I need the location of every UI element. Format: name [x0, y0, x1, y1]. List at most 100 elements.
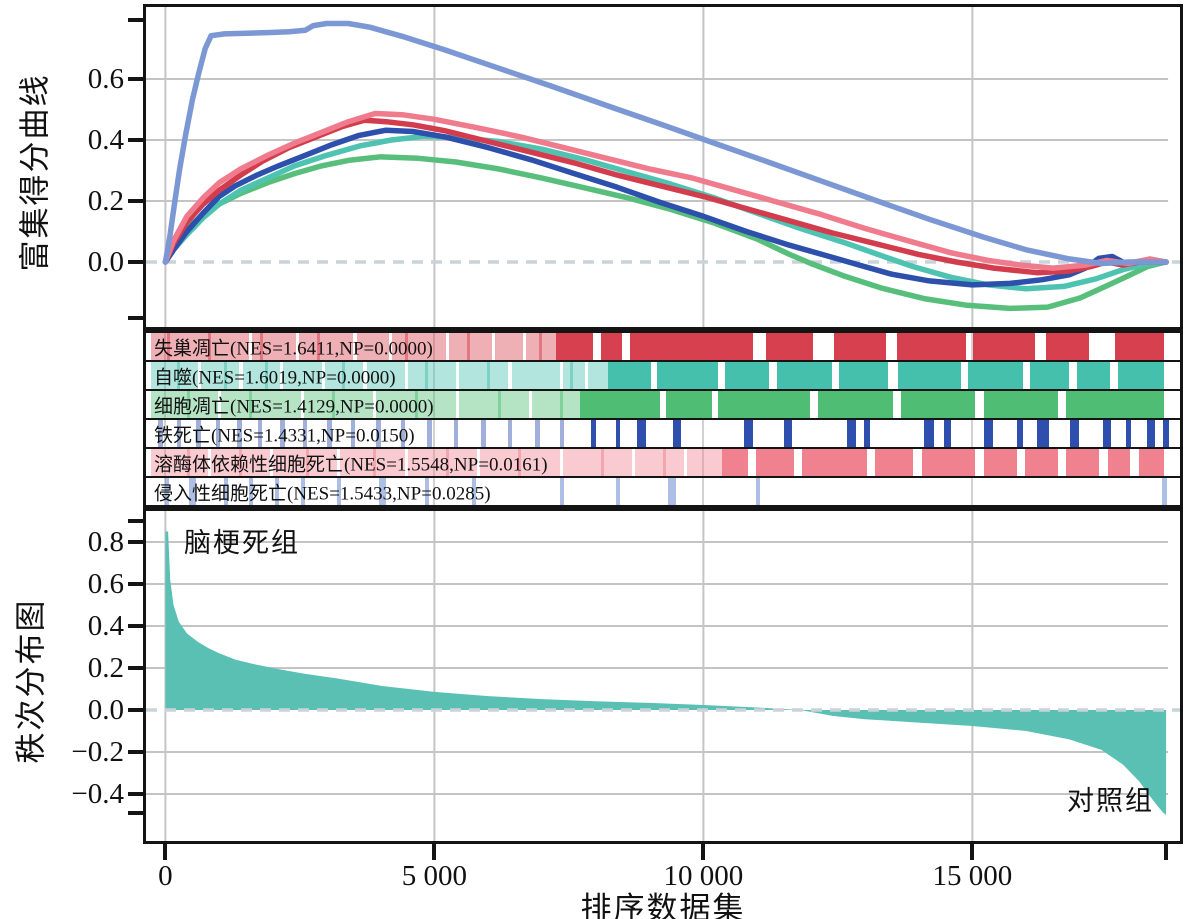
hit-gap — [363, 362, 368, 389]
hit-solid-segment — [801, 449, 867, 476]
gene-set-label: 失巢凋亡(NES=1.6411,NP=0.0000) — [154, 338, 433, 359]
hit-tick — [236, 420, 242, 447]
enrichment-score-panel — [143, 4, 1183, 330]
y-tick-label: 0.4 — [87, 124, 124, 156]
hit-gap — [456, 362, 460, 389]
hit-tick — [342, 362, 346, 389]
hit-density-band — [151, 391, 581, 418]
hit-solid-segment — [756, 449, 795, 476]
hit-solid-segment — [717, 391, 810, 418]
hit-gap — [270, 449, 274, 476]
hit-tick — [249, 391, 253, 418]
y-axis-tick — [128, 519, 143, 523]
x-axis-tick — [432, 844, 437, 860]
hit-gap — [456, 391, 460, 418]
hit-tick — [164, 478, 169, 505]
hit-solid-segment — [556, 333, 593, 360]
hit-tick — [559, 391, 563, 418]
hit-gap — [523, 333, 527, 360]
hit-gap — [492, 333, 496, 360]
hit-tick — [663, 449, 666, 476]
grid-line-vertical — [702, 449, 705, 476]
y-axis-tick — [128, 624, 143, 628]
y-axis-tick — [128, 199, 143, 203]
hit-tick — [944, 420, 952, 447]
hit-tick — [497, 391, 501, 418]
y-tick-label: 0.6 — [87, 63, 124, 95]
hit-solid-segment — [897, 362, 961, 389]
y-axis-tick — [128, 540, 143, 544]
ranked-metric-area — [165, 531, 1167, 815]
hit-tick — [569, 362, 573, 389]
top-y-axis-title: 富集得分曲线 — [17, 73, 53, 272]
grid-line-vertical — [164, 391, 167, 418]
hit-solid-segment — [896, 333, 966, 360]
es-curve-铁死亡 — [162, 127, 1169, 288]
hit-tick — [301, 478, 306, 505]
hit-tick — [471, 478, 476, 505]
y-axis-tick — [128, 582, 143, 586]
gene-set-label: 铁死亡(NES=1.4331,NP=0.0150) — [154, 425, 415, 446]
hit-solid-segment — [900, 391, 976, 418]
hit-gap — [388, 333, 392, 360]
hit-tick — [466, 333, 470, 360]
y-axis-tick — [128, 77, 143, 81]
y-axis-tick — [128, 17, 143, 22]
y-tick-label: −0.4 — [71, 778, 124, 810]
x-axis-tick — [970, 844, 975, 860]
gene-set-label: 溶酶体依赖性细胞死亡(NES=1.5548,NP=0.0161) — [154, 454, 548, 475]
y-tick-label: 0.2 — [87, 185, 124, 217]
hit-tick — [425, 362, 429, 389]
hit-density-band — [151, 362, 609, 389]
hit-solid-segment — [1066, 449, 1100, 476]
hit-tick — [783, 420, 792, 447]
hit-gap — [208, 449, 212, 476]
hit-tick — [1162, 478, 1168, 505]
hit-solid-segment — [766, 333, 813, 360]
hit-solid-segment — [983, 449, 1017, 476]
grid-line-vertical — [164, 420, 167, 447]
hit-tick — [1126, 420, 1132, 447]
grid-line-vertical — [433, 362, 436, 389]
hit-gap — [337, 449, 341, 476]
hit-gap — [507, 362, 512, 389]
hit-tick — [1037, 420, 1050, 447]
row-separator — [146, 360, 1180, 362]
x-tick-label: 10 000 — [663, 860, 744, 892]
hit-solid-segment — [874, 449, 914, 476]
y-tick-label: 0.0 — [87, 694, 124, 726]
hit-solid-segment — [1030, 362, 1070, 389]
hit-solid-segment — [921, 449, 976, 476]
gene-set-hits-panel: 失巢凋亡(NES=1.6411,NP=0.0000) 自噬(NES=1.6019,… — [143, 330, 1183, 508]
hit-tick — [303, 420, 308, 447]
hit-tick — [538, 333, 542, 360]
hit-tick — [177, 362, 181, 389]
gene-set-row: 细胞凋亡(NES=1.4129,NP=0.0000) — [146, 391, 1180, 418]
hit-tick — [316, 333, 320, 360]
hit-gap — [321, 362, 325, 389]
enrichment-curves-plot — [146, 7, 1180, 327]
hit-gap — [218, 391, 222, 418]
y-axis-tick — [128, 810, 143, 815]
positive-group-label: 脑梗死组 — [184, 528, 300, 558]
hit-solid-segment — [1114, 333, 1165, 360]
hit-gap — [249, 333, 253, 360]
hit-solid-segment — [608, 362, 651, 389]
hit-tick — [375, 420, 381, 447]
hit-tick — [189, 478, 197, 505]
grid-line-vertical — [164, 333, 167, 360]
hit-tick — [404, 333, 408, 360]
hit-tick — [481, 420, 487, 447]
hit-gap — [301, 391, 305, 418]
grid-line-vertical — [433, 333, 436, 360]
hit-tick — [306, 449, 310, 476]
hit-gap — [352, 333, 357, 360]
hit-solid-segment — [1107, 449, 1131, 476]
grid-line-vertical — [164, 449, 167, 476]
hit-solid-segment — [833, 333, 887, 360]
hit-solid-segment — [629, 333, 753, 360]
hit-tick — [534, 420, 540, 447]
hit-tick — [401, 420, 406, 447]
es-curve-溶酶体依赖性细胞死亡 — [162, 110, 1169, 271]
gene-set-row: 失巢凋亡(NES=1.6411,NP=0.0000) — [146, 333, 1180, 360]
